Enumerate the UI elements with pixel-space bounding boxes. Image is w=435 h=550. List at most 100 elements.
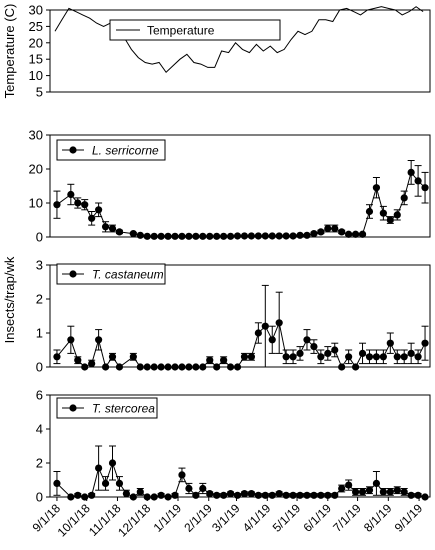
data-point [95,464,103,472]
data-point [129,353,137,361]
data-point [351,488,360,496]
legend-label: T. castaneum [92,268,164,282]
data-point [358,230,367,238]
data-point [351,363,360,371]
data-point [303,491,311,499]
y-tick-label: 5 [36,85,43,100]
data-point [254,232,262,240]
x-tick-label: 12/1/18 [115,501,153,539]
data-point [386,216,394,224]
legend-label: T. stercorea [92,402,155,416]
data-point [421,184,429,192]
x-tick-label: 1/1/19 [151,501,185,535]
data-point [345,230,353,238]
x-tick-label: 8/1/19 [361,501,395,535]
data-point [101,479,110,487]
y-tick-label: 25 [29,19,43,34]
data-point [129,230,137,238]
legend-box [56,263,166,285]
data-point [310,491,318,499]
data-point [115,228,124,236]
data-point [122,490,130,498]
data-point [338,363,346,371]
data-point [365,486,374,494]
data-point [213,363,221,371]
data-point [331,346,339,354]
data-point [386,339,394,347]
data-point [185,232,193,240]
data-point [157,491,165,499]
data-point [414,353,422,361]
data-point [331,224,339,233]
data-point [338,228,346,236]
x-tick-label: 7/1/19 [330,501,364,535]
data-point [233,491,242,499]
data-point [164,493,172,501]
data-point [247,232,256,240]
data-point [199,484,207,493]
data-point [282,491,290,499]
data-point [74,356,82,364]
data-point [178,232,186,240]
data-point [129,493,137,501]
data-point [164,363,172,371]
data-point [296,231,304,239]
data-point [261,491,269,499]
data-point [95,206,103,214]
data-point [206,356,214,364]
data-point [331,491,339,499]
legend-label: Temperature [147,24,215,38]
data-point [407,349,415,357]
x-tick-label: 2/1/19 [181,501,215,535]
data-point [310,230,318,238]
data-point [185,363,193,371]
data-point [275,490,283,498]
data-point [282,232,290,240]
data-point [81,363,89,371]
data-point [386,488,394,496]
data-point [296,491,304,499]
data-point [358,349,367,357]
data-point [67,336,75,344]
data-point [275,319,283,327]
data-point [178,363,186,371]
panel-frame [49,9,431,93]
data-point [206,232,214,240]
data-point [372,479,381,487]
data-point [67,493,75,501]
data-point [233,232,242,240]
data-point [101,223,110,231]
data-point [81,201,89,209]
data-point [400,488,408,496]
data-point [192,363,200,371]
data-point [108,459,117,467]
data-point [254,329,262,337]
data-point [150,493,158,501]
data-point [171,491,179,499]
legend-box [109,19,281,41]
data-point [213,232,221,240]
data-point [345,481,353,489]
data-point [345,353,353,361]
data-point [247,353,256,361]
data-point [178,471,186,479]
data-point [303,336,311,344]
data-point [233,363,242,371]
data-point [88,491,96,499]
data-point [351,230,360,238]
legend-box [56,397,158,419]
data-point [136,488,144,496]
data-point [261,232,269,240]
data-point [289,232,297,240]
data-point [317,228,325,236]
data-point [108,353,117,361]
data-point [407,491,415,499]
data-point [74,491,82,499]
data-point [379,209,387,217]
data-point [247,490,256,498]
legend-label: L. serricorne [92,144,159,158]
data-point [192,232,200,240]
y-tick-label: 0 [36,230,43,245]
data-point [358,488,367,496]
y-tick-label: 2 [36,292,43,307]
